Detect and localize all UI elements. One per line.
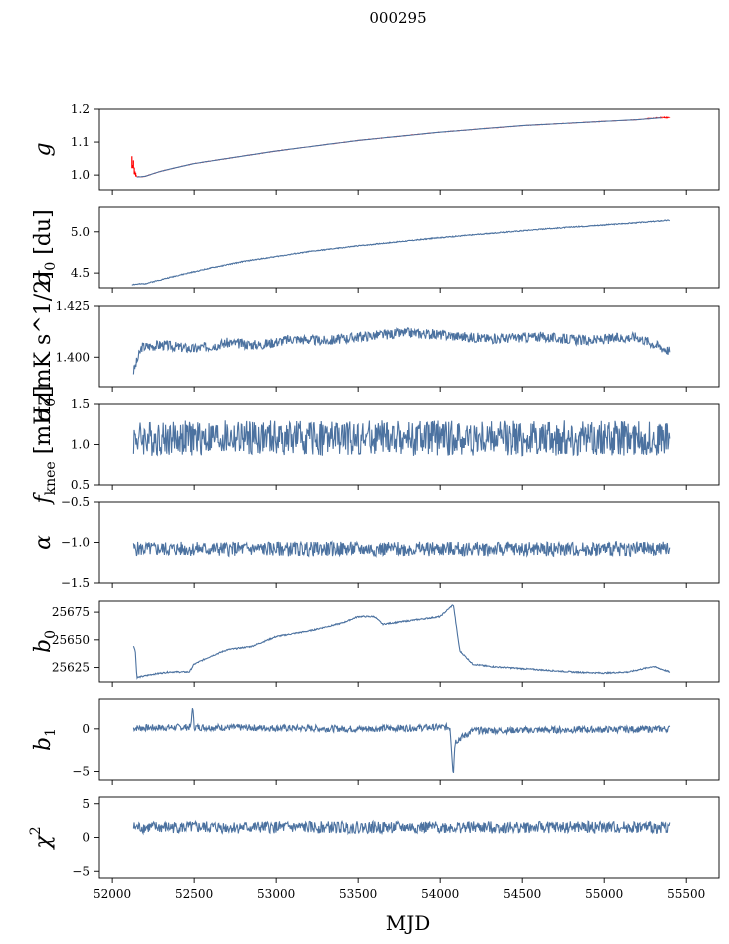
y-tick-label: 4.5	[71, 266, 90, 280]
y-tick-label: 1.5	[71, 397, 90, 411]
y-tick-label: 0.5	[71, 478, 90, 492]
y-label-main: g	[31, 142, 56, 156]
series-sigma0_du-line	[131, 219, 670, 286]
axes-frame	[98, 600, 720, 683]
x-axis-label: MJD	[386, 911, 431, 935]
y-label-main: σ	[31, 406, 56, 422]
y-label-sub: 0	[43, 262, 59, 271]
y-axis-label: fknee [mHz]	[31, 385, 59, 505]
y-tick-label: 1.400	[56, 350, 90, 364]
y-tick-label: 0	[82, 722, 90, 736]
axes-frame	[98, 305, 720, 388]
axes-frame	[98, 698, 720, 781]
panel-alpha: −1.5 −1.0 −0.5 α	[31, 495, 720, 590]
x-tick-label: 54000	[421, 887, 459, 901]
y-tick-label: 1.1	[71, 135, 90, 149]
x-tick-label: 53500	[339, 887, 377, 901]
series-sigma0_mk-line	[132, 326, 671, 375]
panel-g: 1.0 1.1 1.2 g	[31, 102, 720, 195]
x-tick-label: 55000	[585, 887, 623, 901]
series-group	[132, 708, 671, 773]
axes-frame	[98, 501, 720, 584]
y-tick-label: 25675	[52, 605, 90, 619]
series-group	[132, 420, 671, 457]
axes-frame	[98, 796, 720, 879]
series-g-line	[136, 117, 662, 178]
series-alpha-line	[132, 540, 671, 558]
figure-title: 000295	[369, 9, 426, 27]
series-group	[132, 326, 671, 375]
y-axis-label: g	[31, 142, 56, 156]
y-tick-label: 1.2	[71, 102, 90, 116]
y-axis-label: χ2	[28, 826, 56, 850]
y-tick-label: −1.0	[61, 536, 90, 550]
y-label-main: χ	[31, 834, 56, 851]
y-label-main: b	[31, 639, 56, 653]
y-axis-label: b0	[31, 630, 59, 653]
y-axis-label: σ0[mK s^1/2]	[31, 271, 59, 422]
y-label-main: b	[31, 737, 56, 751]
y-tick-label: 5	[82, 797, 90, 811]
y-tick-label: −0.5	[61, 495, 90, 509]
y-tick-label: 1.0	[71, 438, 90, 452]
series-b0-line	[132, 604, 671, 680]
y-tick-label: −5	[72, 764, 90, 778]
x-tick-label: 52000	[93, 887, 131, 901]
y-tick-label: 1.425	[56, 299, 90, 313]
y-label-main: σ	[31, 270, 56, 286]
x-tick-label: 54500	[503, 887, 541, 901]
series-group	[131, 116, 671, 178]
y-tick-label: 25650	[52, 633, 90, 647]
series-g-band	[131, 116, 671, 178]
y-label-unit: [mHz]	[31, 385, 56, 461]
y-label-sub: 0	[43, 398, 59, 407]
series-group	[132, 819, 671, 836]
y-label-sup: 2	[28, 826, 44, 835]
y-axis-label: b1	[31, 728, 59, 751]
axes-frame	[98, 108, 720, 191]
y-label-sub: 1	[43, 728, 59, 737]
y-tick-label: −5	[72, 864, 90, 878]
y-label-unit: [du]	[31, 209, 56, 261]
y-tick-label: 0	[82, 831, 90, 845]
y-tick-label: −1.5	[61, 576, 90, 590]
panel-chi2: −5 0 5 52000 52500 53000 53500 54000 54500 55000 5…	[28, 796, 720, 901]
series-fknee-line	[132, 420, 671, 457]
y-axis-label: α	[31, 535, 56, 550]
y-tick-label: 5.0	[71, 225, 90, 239]
panel-sigma0_du: 4.5 5.0 σ0 [du]	[31, 206, 720, 293]
y-tick-label: 1.0	[71, 168, 90, 182]
axes-frame	[98, 206, 720, 289]
series-group	[131, 219, 670, 286]
series-chi2-line	[132, 819, 671, 836]
y-tick-label: 25625	[52, 661, 90, 675]
x-tick-label: 52500	[175, 887, 213, 901]
series-group	[132, 540, 671, 558]
y-label-sub: 0	[43, 630, 59, 639]
x-tick-label: 53000	[257, 887, 295, 901]
x-tick-label: 55500	[667, 887, 705, 901]
panel-b0: 25625 25650 25675 b0	[31, 600, 720, 687]
y-axis-label: σ0 [du]	[31, 209, 59, 285]
y-label-sub: knee	[43, 461, 59, 495]
series-b1-line	[132, 708, 671, 773]
y-label-unit: [mK s^1/2]	[31, 271, 56, 398]
panel-b1: −5 0 b1	[31, 698, 720, 785]
series-group	[132, 604, 671, 680]
panel-fknee: 0.5 1.0 1.5 fknee [mHz]	[31, 385, 720, 506]
y-label-main: α	[31, 535, 56, 550]
